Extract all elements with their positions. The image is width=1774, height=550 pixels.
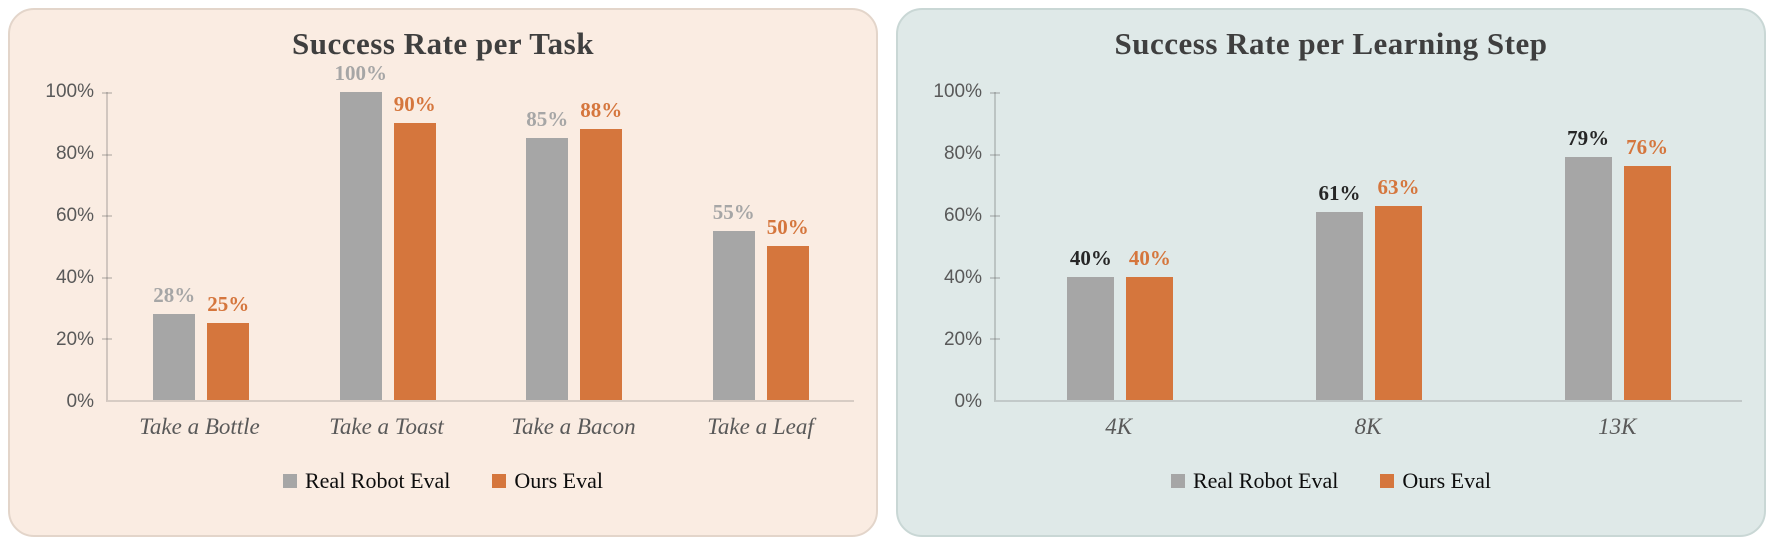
y-axis: 0% 20% 40% 60% 80% 100% [922,81,994,412]
bar-value-label: 63% [1377,174,1420,199]
legend-swatch-icon [492,474,507,488]
y-tick-label: 20% [943,329,982,350]
x-category-label: 4K [1105,414,1133,439]
legend-item: Real Robot Eval [1170,468,1339,494]
y-tick-label: 20% [55,329,94,350]
y-tick-label: 60% [943,205,982,226]
bar-group: 55% 50% [668,92,855,400]
bar-value-label: 40% [1069,245,1112,270]
y-tick-mark [102,92,112,94]
bar: 25% [207,292,250,400]
bar-value-label: 50% [766,215,809,239]
bar-group: 100% 90% [295,61,482,400]
y-tick-label: 40% [943,267,982,288]
bar-value-label: 40% [1128,245,1171,270]
y-tick-label: 80% [943,143,982,164]
y-tick-mark [990,153,1000,156]
chart-title: Success Rate per Task [292,26,594,61]
legend-swatch-icon [1170,474,1185,488]
bar-value-label: 90% [393,91,436,116]
bar: 85% [526,107,569,400]
y-tick-mark [990,276,1000,279]
x-category-label: Take a Bottle [139,414,260,439]
y-tick-mark [990,215,1000,218]
bar: 28% [153,283,196,400]
bar-groups: 28% 25% 100% 90% 85% 88% 55% 50% [108,61,855,400]
y-tick-mark [990,338,1000,341]
legend-label: Ours Eval [514,468,603,493]
bar-groups: 40% 40% 61% 63% 79% 76% [996,92,1742,400]
y-axis: 0% 20% 40% 60% 80% 100% [34,81,106,412]
legend-item: Ours Eval [492,468,603,494]
x-category-label: Take a Leaf [707,414,814,439]
y-tick-mark [102,153,112,156]
bar-value-label: 100% [334,61,388,85]
chart-title: Success Rate per Learning Step [1114,26,1548,61]
bar-value-label: 76% [1626,134,1669,159]
bar: 90% [393,92,436,400]
bar: 76% [1623,135,1671,400]
chart-plot-region: 0% 20% 40% 60% 80% 100% 40% 40% 61% 63% 79% 76% [922,81,1742,412]
x-category-label: Take a Toast [329,414,444,439]
y-tick-label: 0% [954,391,982,412]
x-category-label: 8K [1354,414,1382,439]
bar: 61% [1316,181,1363,400]
y-tick-label: 100% [45,81,94,102]
y-tick-mark [102,276,112,279]
bar: 40% [1067,246,1115,400]
bar-value-label: 79% [1567,125,1610,150]
bar: 50% [766,215,809,400]
x-axis-labels: 4K 8K 13K [994,414,1742,440]
bar-group: 40% 40% [996,92,1245,400]
legend-swatch-icon [1380,474,1395,488]
bar: 100% [335,61,387,400]
legend: Real Robot Eval Ours Eval [10,468,876,494]
bar-value-label: 55% [712,199,755,224]
x-category-label: Take a Bacon [511,414,636,439]
y-tick-mark [102,338,112,341]
y-tick-label: 0% [66,391,94,412]
bar-value-label: 25% [207,292,250,316]
y-tick-label: 80% [55,143,94,164]
legend-swatch-icon [282,474,297,488]
bar: 40% [1126,246,1174,400]
chart-card-success-rate-per-learning-step: Success Rate per Learning Step 0% 20% 40% 6… [896,8,1766,537]
bar-value-label: 28% [153,282,196,307]
y-tick-mark [990,92,1000,94]
bar-group: 85% 88% [481,92,668,400]
bar-value-label: 88% [580,97,623,122]
y-tick-label: 60% [55,205,94,226]
chart-card-success-rate-per-task: Success Rate per Task 0% 20% 40% 60% 80% 100%… [8,8,878,537]
y-tick-label: 100% [933,81,982,102]
bar-group: 61% 63% [1245,92,1494,400]
bar-value-label: 61% [1318,181,1361,206]
bar-group: 79% 76% [1493,92,1742,400]
legend-item: Real Robot Eval [282,468,451,494]
legend-label: Ours Eval [1402,468,1491,493]
y-tick-label: 40% [55,267,94,288]
bar: 63% [1375,175,1422,400]
bar: 79% [1564,126,1612,400]
x-category-label: 13K [1598,414,1637,439]
legend-item: Ours Eval [1380,468,1491,494]
plot-area: 40% 40% 61% 63% 79% 76% [990,92,1742,402]
legend: Real Robot Eval Ours Eval [898,468,1764,494]
bar: 88% [580,98,623,400]
bar-value-label: 85% [526,107,569,132]
plot-area: 28% 25% 100% 90% 85% 88% 55% 50% [102,61,855,402]
x-axis-labels: Take a Bottle Take a Toast Take a Bacon Tak… [106,414,854,440]
chart-plot-region: 0% 20% 40% 60% 80% 100% 28% 25% 100% 90% 85% 88% 55… [34,61,855,412]
bar: 55% [712,200,755,400]
y-tick-mark [102,215,112,218]
legend-label: Real Robot Eval [304,468,451,493]
bar-group: 28% 25% [108,92,295,400]
legend-label: Real Robot Eval [1192,468,1339,493]
